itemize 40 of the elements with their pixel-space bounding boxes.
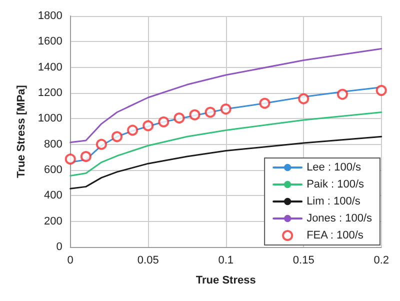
y-axis-title: True Stress [MPa]	[16, 84, 28, 178]
y-tick-label: 200	[44, 215, 62, 228]
y-tick-label: 1200	[38, 87, 62, 99]
y-tick-label: 1800	[38, 10, 62, 22]
x-tick-label: 0.15	[292, 254, 314, 266]
point	[259, 98, 270, 109]
legend-label: FEA : 100/s	[306, 230, 364, 242]
y-tick-label: 0	[56, 241, 62, 253]
point	[64, 154, 76, 165]
x-tick-label: 0	[67, 254, 74, 266]
point	[142, 120, 154, 132]
y-tick-label: 600	[44, 164, 62, 176]
point	[336, 88, 348, 100]
y-tick-label: 1600	[38, 36, 62, 48]
line-series	[70, 112, 382, 177]
x-axis-title: True Stress	[196, 274, 256, 286]
point	[174, 112, 185, 124]
x-tick-label: 0.2	[374, 254, 390, 266]
line-series	[70, 136, 382, 190]
x-tick-label: 0.05	[137, 254, 159, 266]
legend-label: Lee : 100/s	[306, 162, 362, 174]
point	[80, 151, 92, 162]
y-tick-label: 400	[44, 190, 62, 202]
point	[112, 131, 123, 142]
point	[376, 84, 387, 96]
y-tick-label: 1400	[38, 61, 62, 74]
line-series	[70, 48, 382, 144]
point	[158, 116, 170, 128]
legend-label: Paik : 100/s	[306, 178, 365, 190]
y-tick-label: 1000	[38, 112, 62, 125]
x-tick-label: 0.1	[218, 254, 234, 266]
point	[96, 138, 107, 150]
point	[298, 93, 310, 104]
legend-label: Jones : 100/s	[306, 212, 372, 224]
y-tick-label: 800	[44, 138, 62, 150]
point	[189, 109, 200, 120]
legend-label: Lim : 100/s	[306, 196, 361, 208]
point	[220, 104, 232, 115]
point	[204, 106, 216, 118]
point	[127, 124, 138, 136]
